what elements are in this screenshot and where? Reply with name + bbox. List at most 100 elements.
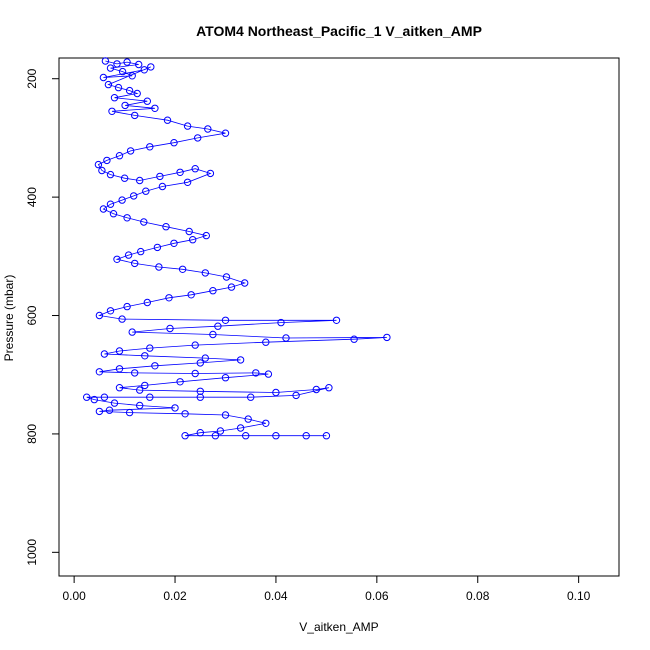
data-point (302, 432, 310, 440)
y-tick-label: 600 (25, 305, 39, 325)
x-tick-label: 0.08 (466, 589, 490, 603)
data-point (156, 172, 164, 181)
data-point (244, 415, 252, 423)
data-point (181, 432, 189, 440)
plot-area-frame (58, 57, 620, 577)
data-point (272, 432, 280, 440)
data-point (236, 424, 245, 432)
data-point (176, 378, 184, 386)
data-point (95, 407, 104, 416)
data-point (100, 350, 109, 358)
data-point (95, 311, 104, 320)
data-point (118, 315, 126, 323)
data-point (216, 427, 225, 435)
data-point (121, 101, 129, 110)
data-point (383, 333, 391, 342)
x-tick-label: 0.00 (62, 589, 86, 603)
data-point (322, 432, 331, 440)
data-point (146, 344, 154, 352)
data-point (99, 205, 108, 213)
y-tick-label: 200 (25, 68, 39, 88)
data-point (222, 273, 231, 281)
data-point (162, 223, 170, 231)
data-point (106, 307, 115, 315)
data-point (221, 411, 230, 419)
data-point (166, 324, 174, 333)
data-point (110, 94, 119, 102)
data-point (147, 63, 155, 71)
x-tick-label: 0.10 (567, 589, 591, 603)
data-point (118, 196, 126, 204)
y-tick-label: 1000 (25, 539, 39, 566)
data-point (332, 316, 341, 324)
data-point (133, 89, 141, 98)
data-point (90, 395, 99, 404)
data-point (106, 64, 115, 72)
x-tick-label: 0.02 (163, 589, 187, 603)
data-point (137, 247, 145, 256)
data-point (126, 147, 135, 155)
data-point (277, 318, 285, 327)
data-point (252, 369, 260, 377)
data-point (209, 330, 217, 339)
data-point (196, 359, 205, 367)
data-point (131, 369, 139, 377)
data-point (115, 152, 124, 160)
data-point (227, 283, 236, 291)
data-point (202, 231, 211, 240)
data-point (101, 57, 110, 65)
data-point (181, 410, 189, 418)
y-tick-label: 400 (25, 187, 39, 207)
data-point (135, 60, 143, 69)
data-point (221, 129, 230, 137)
data-point (128, 72, 136, 80)
data-point (292, 391, 300, 400)
data-point (247, 393, 255, 401)
data-point (196, 429, 205, 437)
data-point (128, 328, 136, 336)
data-point (99, 73, 108, 82)
data-point (114, 83, 123, 92)
data-point (183, 122, 192, 130)
data-point (106, 200, 115, 208)
data-point (158, 182, 167, 191)
data-point (171, 404, 179, 412)
data-point (282, 334, 290, 342)
data-point (124, 251, 133, 259)
data-point (123, 58, 131, 66)
data-point (262, 419, 270, 427)
data-point (113, 60, 121, 68)
data-point (221, 374, 230, 382)
data-point (130, 192, 138, 200)
data-point (155, 263, 163, 271)
data-point (204, 125, 212, 133)
data-point (214, 322, 222, 330)
data-point (221, 316, 230, 324)
data-point (325, 384, 333, 392)
data-point (123, 302, 131, 311)
data-point (170, 139, 178, 147)
data-point (350, 335, 358, 343)
data-point (141, 381, 149, 390)
data-point (191, 369, 199, 378)
data-point (95, 368, 104, 376)
data-point (115, 384, 124, 392)
data-point (140, 218, 148, 226)
data-point (140, 66, 149, 74)
data-point (103, 156, 111, 165)
x-axis: 0.00 0.02 0.04 0.06 0.08 0.10 (62, 575, 591, 603)
data-point (262, 338, 270, 346)
data-point (191, 341, 199, 349)
chart-title: ATOM4 Northeast_Pacific_1 V_aitken_AMP (196, 23, 482, 39)
data-point (115, 365, 124, 373)
data-point (94, 160, 103, 169)
data-point (120, 174, 129, 182)
data-point (136, 401, 144, 410)
data-point (211, 432, 220, 440)
data-point (83, 393, 91, 401)
data-point (123, 214, 131, 222)
data-point (109, 210, 118, 218)
data-point (98, 166, 106, 175)
data-point (185, 227, 193, 236)
